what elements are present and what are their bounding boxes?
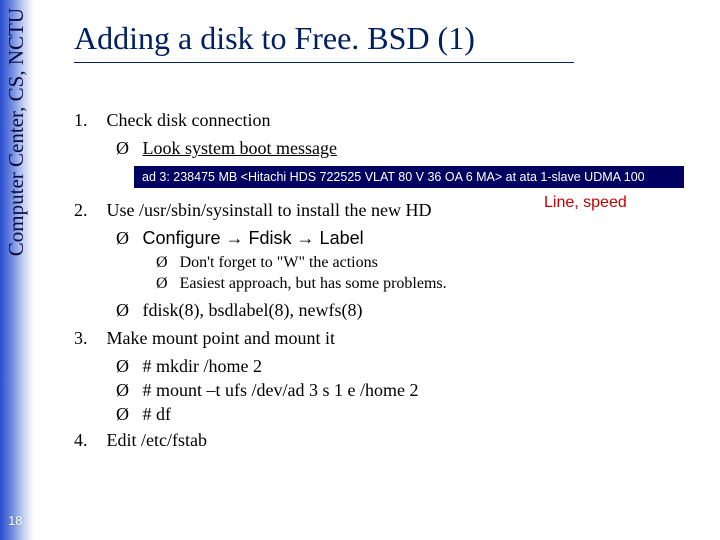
chevron-icon: Ø: [116, 228, 129, 248]
code-block: ad 3: 238475 MB <Hitachi HDS 722525 VLAT…: [134, 166, 684, 188]
chevron-icon: Ø: [116, 356, 129, 376]
sub-sub-item: Ø Easiest approach, but has some problem…: [156, 275, 447, 293]
item-text: # mkdir /home 2: [143, 356, 263, 376]
item-number: 1.: [74, 110, 102, 131]
chevron-icon: Ø: [116, 300, 129, 320]
list-item: 1. Check disk connection: [74, 110, 270, 131]
title-underline: [74, 62, 574, 63]
org-label: Computer Center, CS, NCTU: [4, 8, 30, 256]
item-text: # mount –t ufs /dev/ad 3 s 1 e /home 2: [143, 380, 419, 400]
list-item: 2. Use /usr/sbin/sysinstall to install t…: [74, 200, 431, 221]
item-text: Don't forget to "W" the actions: [180, 254, 378, 271]
page-title: Adding a disk to Free. BSD (1): [74, 20, 475, 57]
item-number: 2.: [74, 200, 102, 221]
item-text: fdisk(8), bsdlabel(8), newfs(8): [143, 300, 363, 320]
note-text: Line, speed: [544, 194, 627, 212]
chevron-icon: Ø: [116, 380, 129, 400]
item-number: 4.: [74, 430, 102, 451]
sub-item: Ø # df: [116, 404, 171, 425]
item-text: Easiest approach, but has some problems.: [180, 275, 447, 292]
item-text: Configure → Fdisk → Label: [143, 228, 364, 248]
item-text: Use /usr/sbin/sysinstall to install the …: [107, 200, 432, 220]
sub-item: Ø # mkdir /home 2: [116, 356, 262, 377]
list-item: 3. Make mount point and mount it: [74, 328, 335, 349]
sub-item: Ø Configure → Fdisk → Label: [116, 228, 364, 249]
sub-item: Ø Look system boot message: [116, 138, 337, 159]
chevron-icon: Ø: [116, 404, 129, 424]
page-number: 18: [8, 513, 22, 528]
item-text: # df: [143, 404, 172, 424]
chevron-icon: Ø: [156, 275, 168, 292]
item-text: Make mount point and mount it: [107, 328, 335, 348]
item-text: Edit /etc/fstab: [107, 430, 207, 450]
item-text: Look system boot message: [143, 138, 337, 158]
sub-item: Ø fdisk(8), bsdlabel(8), newfs(8): [116, 300, 362, 321]
chevron-icon: Ø: [116, 138, 129, 158]
item-text: Check disk connection: [107, 110, 271, 130]
sub-item: Ø # mount –t ufs /dev/ad 3 s 1 e /home 2: [116, 380, 418, 401]
sub-sub-item: Ø Don't forget to "W" the actions: [156, 254, 378, 272]
item-number: 3.: [74, 328, 102, 349]
chevron-icon: Ø: [156, 254, 168, 271]
list-item: 4. Edit /etc/fstab: [74, 430, 207, 451]
